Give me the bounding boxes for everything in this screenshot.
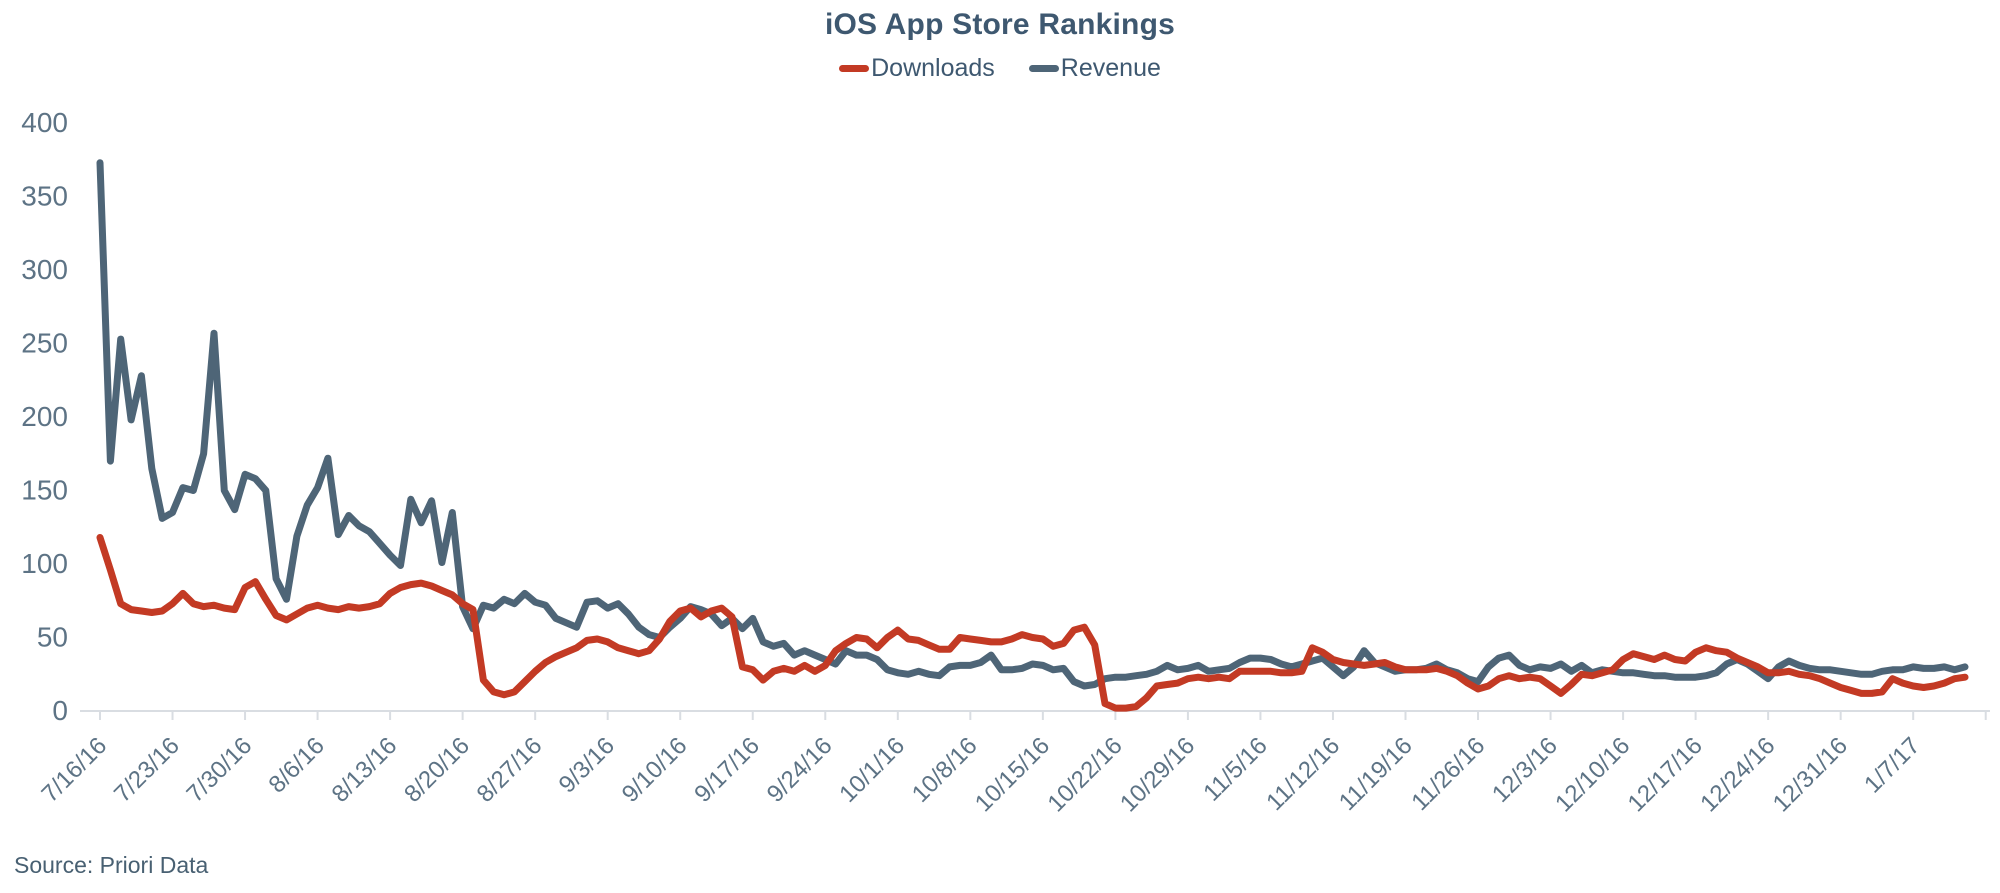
revenue-line [96,159,1969,690]
y-axis-tick-label: 300 [21,254,68,285]
x-axis-tick-label: 10/1/16 [834,732,910,808]
x-axis-tick-label: 10/15/16 [970,732,1055,817]
y-axis-tick-label: 0 [52,695,68,726]
downloads-legend-swatch-icon [839,65,870,72]
x-axis-tick-label: 7/30/16 [182,732,258,808]
x-axis-tick-label: 8/6/16 [264,732,330,798]
x-axis-tick-label: 9/24/16 [762,732,838,808]
legend-item-downloads: Downloads [839,54,995,83]
y-axis-tick-label: 400 [21,107,68,138]
x-axis-tick-label: 11/19/16 [1334,732,1418,816]
chart-header: iOS App Store Rankings [0,8,2000,42]
y-axis-tick-label: 50 [37,622,68,653]
source-note: Source: Priori Data [14,852,209,878]
x-axis-tick-label: 10/22/16 [1042,732,1127,817]
revenue-legend-swatch-icon [1028,65,1059,72]
chart-title: iOS App Store Rankings [824,8,1175,41]
x-axis-tick-label: 1/7/17 [1859,732,1925,798]
x-axis-tick-label: 7/16/16 [37,732,113,808]
x-axis-tick-label: 9/3/16 [554,732,620,798]
legend-label-revenue: Revenue [1060,54,1161,82]
x-axis-tick-label: 8/27/16 [472,732,548,808]
y-axis-tick-label: 200 [21,401,68,432]
y-axis-tick-label: 350 [21,181,68,212]
x-axis-tick-label: 12/31/16 [1768,732,1853,817]
x-axis-tick-label: 8/20/16 [399,732,475,808]
x-axis-tick-label: 12/24/16 [1695,732,1780,817]
legend-item-revenue: Revenue [1028,54,1161,83]
x-axis-tick-label: 11/26/16 [1406,732,1490,816]
y-axis-tick-label: 250 [21,328,68,359]
x-axis-tick-label: 10/29/16 [1115,732,1200,817]
downloads-line [96,534,1969,712]
chart-legend: Downloads Revenue [0,54,2000,83]
y-axis-tick-label: 100 [21,548,68,579]
x-axis-tick-label: 9/10/16 [617,732,693,808]
x-axis-tick-label: 11/12/16 [1261,732,1345,816]
x-axis-tick-label: 9/17/16 [689,732,765,808]
x-axis-tick-label: 8/13/16 [327,732,403,808]
legend-label-downloads: Downloads [871,54,995,82]
x-axis-tick-label: 12/17/16 [1623,732,1708,817]
y-axis-tick-label: 150 [21,475,68,506]
x-axis-tick-label: 7/23/16 [109,732,185,808]
x-axis-tick-label: 12/10/16 [1550,732,1635,817]
